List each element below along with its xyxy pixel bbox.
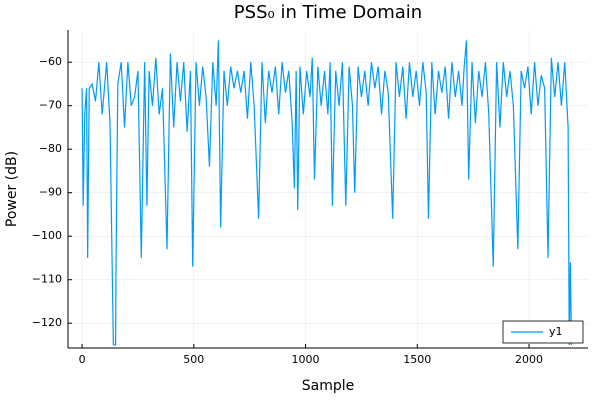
y-tick-label: −70 xyxy=(39,99,62,112)
y-tick-label: −60 xyxy=(39,55,62,68)
y-tick-label: −120 xyxy=(32,316,62,329)
x-tick-label: 1000 xyxy=(292,353,320,366)
line-series xyxy=(81,40,573,346)
y-tick-label: −90 xyxy=(39,186,62,199)
legend-label: y1 xyxy=(549,325,563,338)
x-tick-label: 1500 xyxy=(403,353,431,366)
x-tick-label: 0 xyxy=(79,353,86,366)
y-axis-label: Power (dB) xyxy=(4,151,20,227)
y-tick-label: −100 xyxy=(32,229,62,242)
y-tick-label: −110 xyxy=(32,273,62,286)
x-tick-label: 500 xyxy=(183,353,204,366)
x-tick-label: 2000 xyxy=(515,353,543,366)
x-axis-label: Sample xyxy=(302,378,355,394)
y-tick-label: −80 xyxy=(39,142,62,155)
chart-title: PSS₀ in Time Domain xyxy=(234,2,422,23)
